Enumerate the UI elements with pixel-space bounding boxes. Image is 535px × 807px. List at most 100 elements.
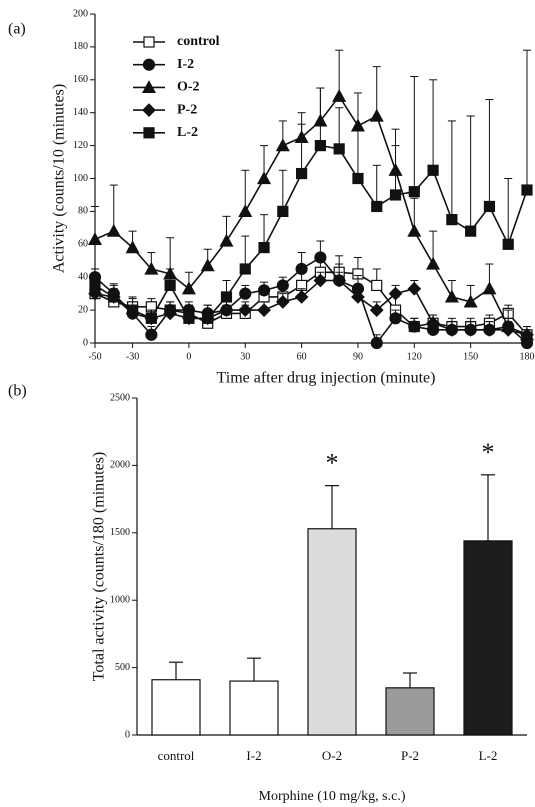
y-tick-label: 1000 [110,594,130,605]
marker [143,36,155,48]
marker [181,281,196,295]
marker [239,287,252,300]
marker [145,328,158,341]
y-tick-label: 0 [83,337,88,348]
legend-label: control [177,34,220,49]
marker [143,127,155,139]
annotation: * [482,438,495,467]
marker [106,223,121,237]
x-tick-label: 120 [407,351,422,362]
marker [313,273,328,288]
marker [332,273,347,288]
marker [463,322,478,337]
x-tick-label: 30 [240,351,250,362]
marker [239,263,251,275]
marker [483,200,496,213]
marker [314,251,327,264]
marker [408,320,421,333]
marker [141,80,157,93]
legend-label: L-2 [177,125,198,140]
x-axis-title: Time after drug injection (minute) [217,370,436,387]
marker [426,256,441,270]
x-tick-label: L-2 [479,748,498,763]
legend-label: I-2 [177,57,194,72]
marker [144,261,159,275]
marker [332,88,347,102]
marker [277,205,289,217]
y-tick-label: 2500 [110,392,130,403]
marker [219,303,234,317]
bar [307,528,357,736]
y-axis-title: Activity (counts/10 (minutes) [51,84,68,273]
marker [238,303,253,317]
marker [219,233,234,247]
marker [465,225,477,237]
marker [351,290,365,304]
marker [333,143,345,155]
marker [108,291,120,303]
marker [200,258,215,272]
legend-label: P-2 [177,102,197,117]
bar [463,540,513,736]
marker [220,291,233,303]
marker [142,58,156,71]
y-tick-label: 180 [73,41,88,52]
x-tick-label: 0 [186,351,191,362]
marker [275,295,290,309]
marker [407,281,422,296]
x-tick-label: -30 [126,351,139,362]
x-tick-label: I-2 [246,748,261,763]
marker [89,279,101,292]
marker [463,294,478,308]
marker [502,238,514,250]
marker [145,312,157,324]
marker [482,281,497,295]
marker [371,200,383,213]
marker [482,322,497,337]
marker [314,140,326,152]
x-tick-label: 60 [297,351,307,362]
marker [125,240,140,254]
marker [408,186,420,198]
x-tick-label: P-2 [401,748,419,763]
y-tick-label: 60 [78,239,88,250]
y-tick-label: 40 [78,271,88,282]
marker [163,306,177,321]
y-tick-label: 80 [78,206,88,217]
x-tick-label: O-2 [322,748,342,763]
marker [126,304,139,316]
y-tick-label: 500 [115,662,130,673]
y-tick-label: 20 [78,304,88,315]
marker [388,286,403,301]
x-tick-label: 90 [353,351,363,362]
marker [389,189,402,201]
marker [521,184,533,196]
bar [229,680,279,736]
x-tick-label: 150 [463,351,478,362]
marker [295,262,308,276]
marker [257,303,271,317]
marker [520,327,534,342]
marker [371,279,383,292]
x-tick-label: 180 [520,351,535,362]
y-tick-label: 140 [73,107,88,118]
x-tick-label: control [158,748,195,763]
marker [164,279,176,292]
marker [258,241,270,254]
marker [202,312,214,324]
marker [352,172,364,185]
marker [183,312,195,324]
y-tick-label: 120 [73,140,88,151]
bar [385,687,435,736]
marker [296,167,308,180]
y-tick-label: 1500 [110,527,130,538]
bar [151,679,201,736]
y-tick-label: 200 [73,8,88,19]
y-tick-label: 2000 [110,460,130,471]
y-tick-label: 100 [73,173,88,184]
marker [238,204,253,217]
panel-label: (b) [8,383,27,400]
series-line [94,144,528,320]
panel-label: (a) [8,21,26,38]
marker [446,214,458,226]
